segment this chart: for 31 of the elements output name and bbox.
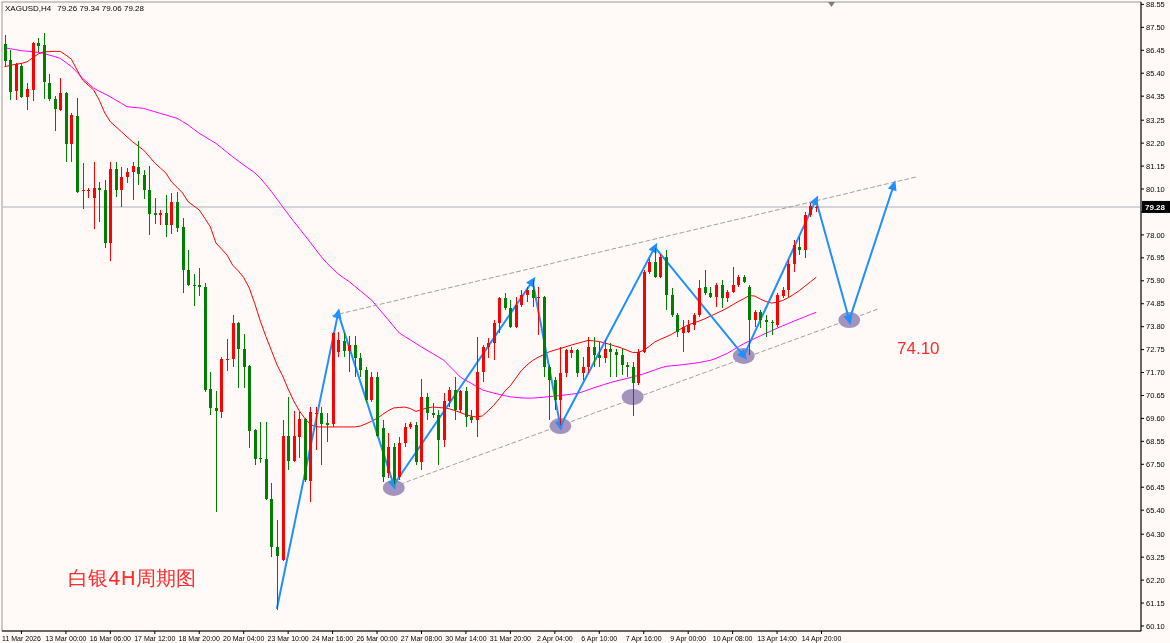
line-series (332, 176, 917, 317)
chart-subtitle: 79.26 79.34 79.06 79.28 (57, 4, 145, 13)
candlestick (215, 391, 218, 512)
candlestick (82, 163, 85, 209)
candlestick (193, 274, 196, 306)
ref-line-label: 79.28 (1145, 202, 1166, 212)
point (621, 389, 644, 406)
chart-title: XAGUSD,H4 (5, 4, 52, 13)
annotation: 74.10 (897, 339, 940, 358)
candlestick (154, 198, 157, 224)
candlestick (626, 362, 629, 377)
candlestick (609, 343, 612, 377)
candlestick (276, 520, 279, 610)
point (887, 180, 897, 192)
candlestick (326, 413, 329, 442)
candlestick (226, 339, 229, 371)
candlestick (159, 210, 162, 225)
point (332, 308, 342, 319)
candlestick (771, 320, 774, 335)
point (809, 195, 819, 207)
candlestick (432, 403, 435, 418)
candlestick (259, 422, 262, 463)
candlestick (598, 342, 601, 367)
candlestick (87, 188, 90, 198)
annotation: 白银4H周期图 (68, 566, 196, 590)
candlestick (615, 349, 618, 377)
candlestick (98, 182, 101, 222)
candlestick (198, 268, 201, 296)
candlestick (765, 315, 768, 337)
candlestick (93, 162, 96, 229)
candlestick (537, 287, 540, 335)
